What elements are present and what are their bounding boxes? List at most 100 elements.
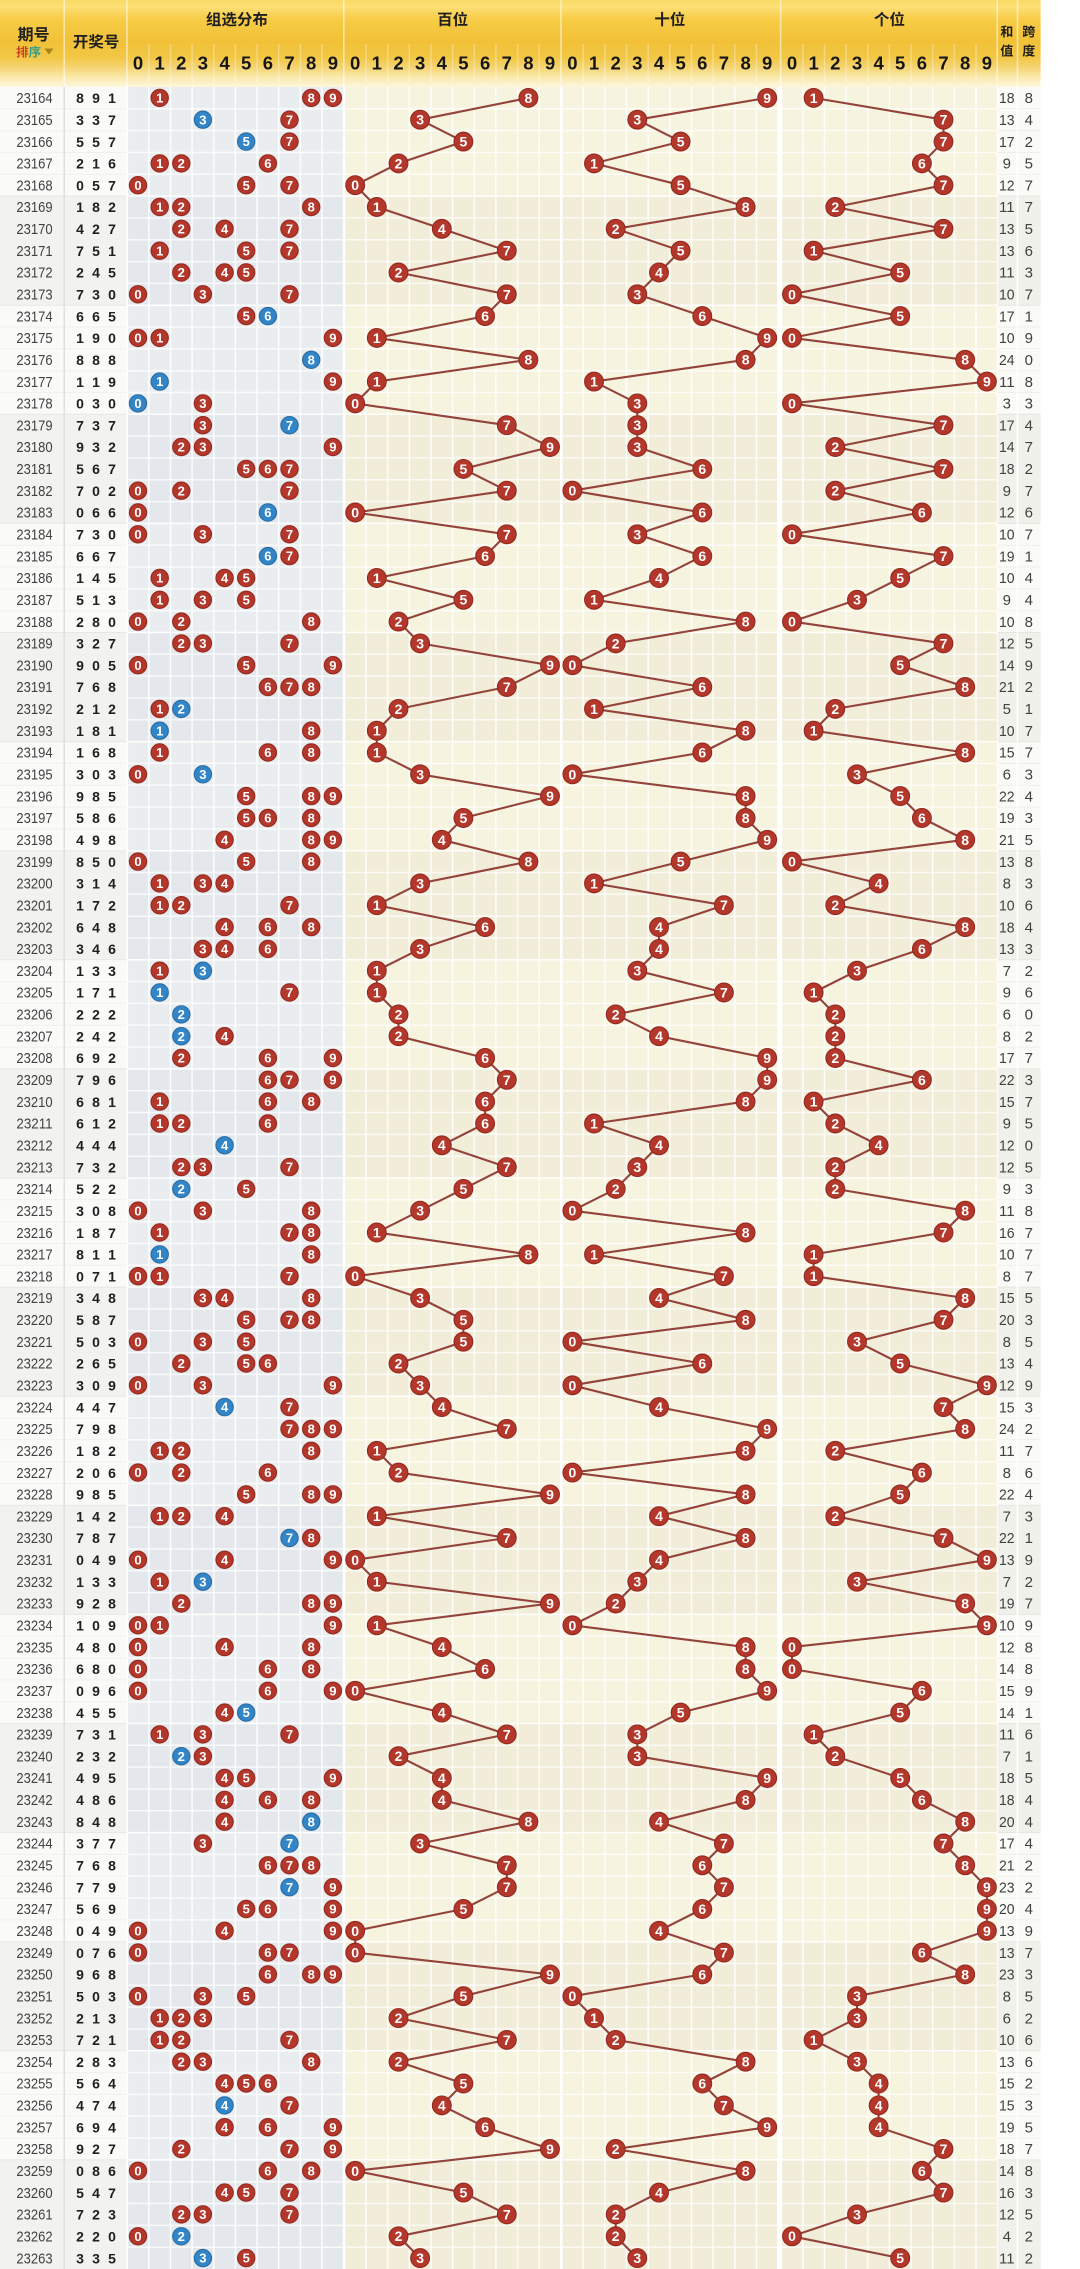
svg-text:7: 7 xyxy=(286,462,293,477)
svg-text:7: 7 xyxy=(940,2185,948,2201)
svg-text:9: 9 xyxy=(983,1901,991,1917)
svg-text:2: 2 xyxy=(1025,2250,1033,2267)
svg-text:7: 7 xyxy=(108,1836,116,1852)
svg-text:2: 2 xyxy=(395,1006,403,1022)
svg-text:9: 9 xyxy=(329,1618,336,1633)
svg-text:6: 6 xyxy=(698,1901,706,1917)
svg-text:6: 6 xyxy=(697,53,707,74)
svg-text:2: 2 xyxy=(831,1508,839,1524)
svg-text:14: 14 xyxy=(999,439,1015,456)
svg-text:2: 2 xyxy=(612,2228,620,2244)
svg-text:23261: 23261 xyxy=(16,2208,52,2224)
svg-text:6: 6 xyxy=(108,1792,116,1808)
svg-text:0: 0 xyxy=(76,1923,84,1939)
svg-text:7: 7 xyxy=(286,1836,293,1851)
svg-text:6: 6 xyxy=(108,1945,116,1961)
svg-text:1: 1 xyxy=(76,1618,84,1634)
svg-text:9: 9 xyxy=(329,331,336,346)
svg-text:22: 22 xyxy=(999,1487,1015,1504)
svg-text:3: 3 xyxy=(108,963,116,979)
svg-text:23218: 23218 xyxy=(16,1269,52,1285)
svg-text:9: 9 xyxy=(763,1683,771,1699)
svg-text:6: 6 xyxy=(92,548,100,564)
svg-text:7: 7 xyxy=(503,526,511,542)
svg-text:1: 1 xyxy=(373,1443,381,1459)
svg-text:2: 2 xyxy=(831,1181,839,1197)
svg-text:9: 9 xyxy=(329,1072,336,1087)
svg-text:2: 2 xyxy=(92,221,100,237)
svg-text:3: 3 xyxy=(108,2054,116,2070)
svg-text:9: 9 xyxy=(329,1880,336,1895)
svg-text:8: 8 xyxy=(525,90,533,106)
svg-text:5: 5 xyxy=(243,178,250,193)
svg-text:0: 0 xyxy=(108,1661,116,1677)
svg-text:8: 8 xyxy=(306,53,316,74)
svg-text:5: 5 xyxy=(1003,701,1011,718)
svg-text:23251: 23251 xyxy=(16,1990,52,2006)
svg-text:23202: 23202 xyxy=(16,920,52,936)
svg-text:12: 12 xyxy=(999,1378,1015,1395)
svg-text:4: 4 xyxy=(221,221,229,236)
svg-text:7: 7 xyxy=(286,483,293,498)
svg-text:23241: 23241 xyxy=(16,1771,52,1787)
svg-text:23240: 23240 xyxy=(16,1749,52,1765)
svg-text:8: 8 xyxy=(742,1312,750,1328)
svg-text:9: 9 xyxy=(546,439,554,455)
svg-text:7: 7 xyxy=(503,2206,511,2222)
svg-text:0: 0 xyxy=(134,396,141,411)
svg-text:2: 2 xyxy=(178,898,185,913)
svg-text:5: 5 xyxy=(76,1312,84,1328)
svg-text:7: 7 xyxy=(92,1879,100,1895)
svg-text:0: 0 xyxy=(76,2163,84,2179)
svg-text:9: 9 xyxy=(108,1901,116,1917)
svg-text:7: 7 xyxy=(286,2207,293,2222)
svg-text:2: 2 xyxy=(1025,1574,1033,1591)
svg-text:6: 6 xyxy=(481,1050,489,1066)
svg-text:2: 2 xyxy=(178,1051,185,1066)
svg-text:0: 0 xyxy=(569,1617,577,1633)
svg-text:7: 7 xyxy=(1025,1050,1033,1067)
svg-text:8: 8 xyxy=(742,1792,750,1808)
svg-text:1: 1 xyxy=(156,1247,163,1262)
svg-text:5: 5 xyxy=(1025,156,1033,173)
svg-text:9: 9 xyxy=(329,789,336,804)
svg-text:2: 2 xyxy=(395,701,403,717)
svg-text:5: 5 xyxy=(243,1312,250,1327)
svg-text:10: 10 xyxy=(999,723,1015,740)
svg-text:2: 2 xyxy=(108,1748,116,1764)
svg-text:7: 7 xyxy=(108,112,116,128)
svg-text:9: 9 xyxy=(328,53,338,74)
svg-text:5: 5 xyxy=(108,1487,116,1503)
svg-text:8: 8 xyxy=(92,723,100,739)
svg-text:8: 8 xyxy=(742,1486,750,1502)
svg-text:3: 3 xyxy=(92,439,100,455)
svg-text:6: 6 xyxy=(264,2163,271,2178)
svg-text:23192: 23192 xyxy=(16,702,52,718)
svg-text:22: 22 xyxy=(999,1072,1015,1089)
svg-text:2: 2 xyxy=(612,1181,620,1197)
svg-text:7: 7 xyxy=(108,2185,116,2201)
svg-text:2: 2 xyxy=(76,1748,84,1764)
svg-text:6: 6 xyxy=(264,1465,271,1480)
svg-text:23185: 23185 xyxy=(16,549,52,565)
svg-text:7: 7 xyxy=(286,1727,293,1742)
svg-text:3: 3 xyxy=(199,767,206,782)
svg-text:23168: 23168 xyxy=(16,178,52,194)
svg-text:1: 1 xyxy=(810,2032,818,2048)
svg-text:2: 2 xyxy=(831,701,839,717)
svg-text:2: 2 xyxy=(1025,461,1033,478)
svg-text:7: 7 xyxy=(286,243,293,258)
svg-text:3: 3 xyxy=(199,1749,206,1764)
svg-text:3: 3 xyxy=(633,1748,641,1764)
svg-text:6: 6 xyxy=(264,920,271,935)
svg-text:6: 6 xyxy=(918,941,926,957)
svg-text:1: 1 xyxy=(76,570,84,586)
svg-text:6: 6 xyxy=(264,1094,271,1109)
svg-text:4: 4 xyxy=(221,1640,229,1655)
svg-text:2: 2 xyxy=(612,1006,620,1022)
svg-text:9: 9 xyxy=(92,1072,100,1088)
svg-text:23211: 23211 xyxy=(16,1117,52,1133)
svg-text:9: 9 xyxy=(1003,592,1011,609)
svg-text:20: 20 xyxy=(999,1901,1015,1918)
svg-text:9: 9 xyxy=(762,53,772,74)
